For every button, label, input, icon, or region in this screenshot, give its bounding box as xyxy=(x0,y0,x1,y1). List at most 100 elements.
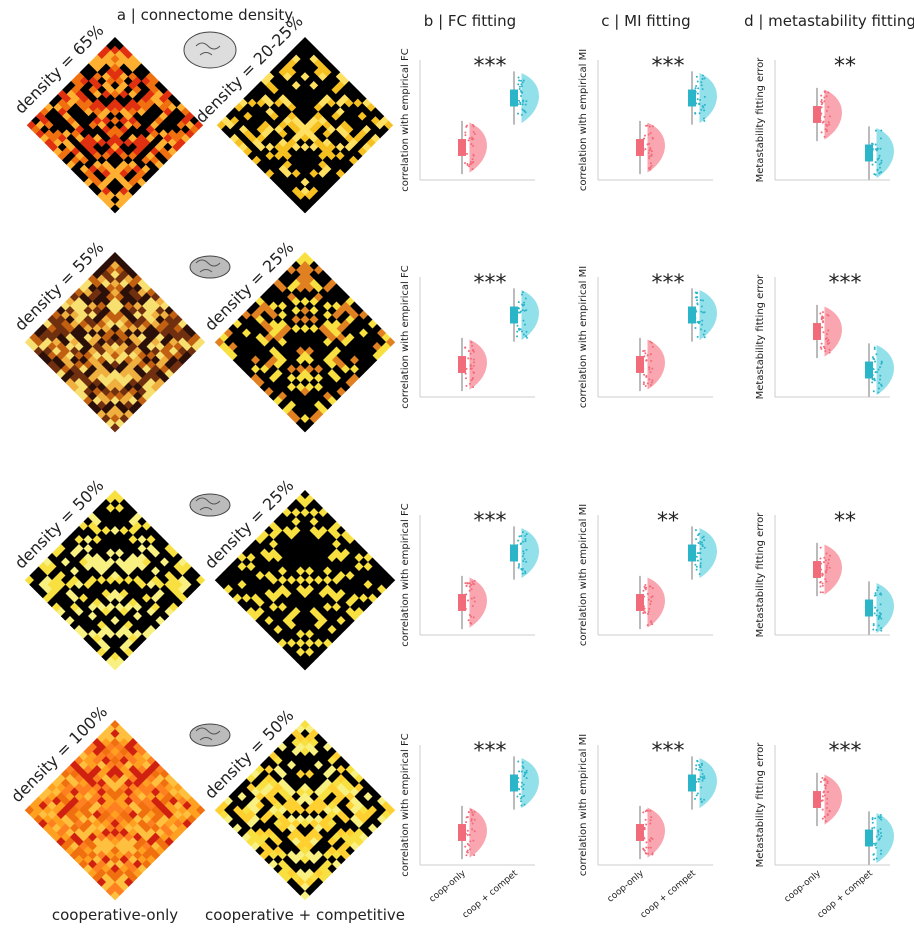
point xyxy=(871,821,874,824)
point xyxy=(650,153,653,156)
point xyxy=(473,361,476,364)
point xyxy=(471,168,474,171)
point xyxy=(520,83,523,86)
point xyxy=(468,137,471,140)
point xyxy=(880,613,883,616)
point xyxy=(828,342,831,345)
violin xyxy=(699,528,717,579)
point xyxy=(820,106,823,109)
point xyxy=(520,95,523,98)
point xyxy=(524,540,527,543)
point xyxy=(649,603,652,606)
point xyxy=(823,135,826,138)
point xyxy=(649,371,652,374)
point xyxy=(649,132,652,135)
point xyxy=(826,340,829,343)
point xyxy=(694,90,697,93)
point xyxy=(825,109,828,112)
point xyxy=(470,584,473,587)
point xyxy=(516,335,519,338)
point xyxy=(517,539,520,542)
violin xyxy=(699,290,717,341)
footer-label: cooperative-only xyxy=(52,906,178,924)
box xyxy=(688,544,696,562)
point xyxy=(699,547,702,550)
point xyxy=(700,108,703,111)
point xyxy=(822,331,825,334)
point xyxy=(643,610,646,613)
point xyxy=(694,544,697,547)
point xyxy=(879,831,882,834)
point xyxy=(880,627,883,630)
point xyxy=(880,849,883,852)
point xyxy=(650,381,653,384)
y-axis-label: correlation with empirical FC xyxy=(400,48,411,191)
point xyxy=(650,600,653,603)
point xyxy=(516,544,519,547)
point xyxy=(701,545,704,548)
y-axis-label: correlation with empirical MI xyxy=(578,266,589,408)
point xyxy=(651,853,654,856)
point xyxy=(820,347,823,350)
point xyxy=(643,595,646,598)
connectome-matrix xyxy=(24,252,206,433)
point xyxy=(646,382,649,385)
point xyxy=(877,830,880,833)
y-axis-label: correlation with empirical MI xyxy=(578,49,589,191)
point xyxy=(525,560,528,563)
point xyxy=(873,858,876,861)
point xyxy=(521,572,524,575)
point xyxy=(826,125,829,128)
point xyxy=(525,771,528,774)
point xyxy=(648,366,651,369)
point xyxy=(649,353,652,356)
point xyxy=(468,833,471,836)
matrix-cell xyxy=(219,342,229,352)
point xyxy=(871,142,874,145)
point xyxy=(649,846,652,849)
point xyxy=(871,163,874,166)
point xyxy=(877,391,880,394)
point xyxy=(871,368,874,371)
point xyxy=(871,374,874,377)
point xyxy=(473,854,476,857)
point xyxy=(701,74,704,77)
significance-stars: *** xyxy=(829,271,862,296)
point xyxy=(703,336,706,339)
point xyxy=(651,837,654,840)
y-axis-label: correlation with empirical FC xyxy=(400,503,411,646)
point xyxy=(696,321,699,324)
point xyxy=(472,582,475,585)
point xyxy=(645,852,648,855)
point xyxy=(468,165,471,168)
point xyxy=(471,138,474,141)
point xyxy=(877,387,880,390)
point xyxy=(694,327,697,330)
point xyxy=(465,821,468,824)
point xyxy=(877,624,880,627)
point xyxy=(874,592,877,595)
point xyxy=(522,100,525,103)
y-axis-label: correlation with empirical MI xyxy=(578,504,589,646)
connectome-matrix xyxy=(24,490,206,671)
box xyxy=(865,829,873,847)
point xyxy=(471,158,474,161)
point xyxy=(821,776,824,779)
point xyxy=(520,293,523,296)
point xyxy=(471,822,474,825)
point xyxy=(821,326,824,329)
point xyxy=(518,770,521,773)
point xyxy=(878,381,881,384)
point xyxy=(520,800,523,803)
point xyxy=(519,79,522,82)
point xyxy=(521,309,524,312)
point xyxy=(643,849,646,852)
point xyxy=(470,588,473,591)
point xyxy=(880,362,883,365)
point xyxy=(647,152,650,155)
point xyxy=(649,147,652,150)
point xyxy=(879,816,882,819)
point xyxy=(697,780,700,783)
significance-stars: *** xyxy=(474,509,507,534)
point xyxy=(473,830,476,833)
